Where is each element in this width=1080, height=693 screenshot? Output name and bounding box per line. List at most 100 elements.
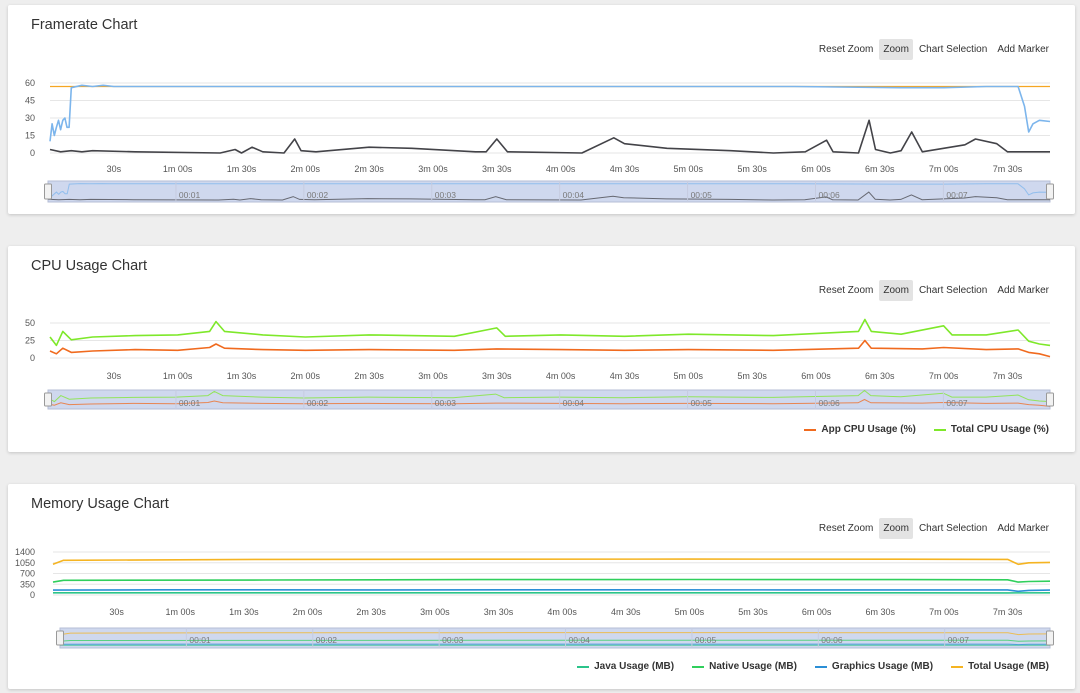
legend-item-3[interactable]: Total Usage (MB) [951,661,1049,672]
x-tick-label: 1m 30s [227,164,257,174]
navigator-handle-left[interactable] [56,630,64,646]
chart-toolbar: Reset Zoom Zoom Chart Selection Add Mark… [815,280,1053,301]
chart-title: Memory Usage Chart [31,496,169,512]
zoom-button[interactable]: Zoom [879,518,913,539]
x-tick-label: 5m 00s [675,607,705,617]
x-tick-label: 30s [109,607,124,617]
reset-zoom-button[interactable]: Reset Zoom [818,44,874,55]
navigator-tick-label: 00:01 [189,635,211,645]
navigator-series-0 [47,183,1051,198]
navigator-tick-label: 00:02 [307,398,329,408]
series-line-0 [49,84,1051,142]
navigator-tick-label: 00:06 [821,635,843,645]
navigator-series-0 [47,398,1051,407]
legend-label: Total CPU Usage (%) [950,424,1049,435]
reset-zoom-button[interactable]: Reset Zoom [818,285,874,296]
chart-legend: Java Usage (MB) Native Usage (MB) Graphics… [577,661,1049,672]
series-line-2 [52,589,1051,593]
y-tick-label: 50 [25,318,35,328]
navigator[interactable]: 00:01 00:02 00:03 00:04 00:05 00:06 00:07 [56,627,1054,649]
navigator-tick-label: 00:05 [695,635,717,645]
legend-label: Java Usage (MB) [594,661,675,672]
framerate-card: Framerate Chart Reset Zoom Zoom Chart Se… [8,5,1075,214]
x-tick-label: 1m 00s [163,371,193,381]
legend-swatch [814,665,827,668]
x-tick-label: 5m 00s [674,371,704,381]
navigator-tick-label: 00:06 [818,398,840,408]
zoom-button[interactable]: Zoom [879,280,913,301]
legend-item-2[interactable]: Graphics Usage (MB) [814,661,934,672]
chart-legend: App CPU Usage (%) Total CPU Usage (%) [804,424,1049,435]
x-tick-label: 1m 30s [229,607,259,617]
x-tick-label: 5m 30s [737,164,767,174]
series-line-3 [52,558,1051,566]
y-tick-label: 1050 [15,558,35,568]
x-tick-label: 6m 30s [865,371,895,381]
x-tick-label: 7m 30s [993,371,1023,381]
navigator-tick-label: 00:06 [818,190,840,200]
add-marker-button[interactable]: Add Marker [997,523,1049,534]
x-tick-label: 6m 00s [802,607,832,617]
x-tick-label: 6m 30s [865,164,895,174]
navigator[interactable]: 00:01 00:02 00:03 00:04 00:05 00:06 00:07 [44,389,1054,410]
navigator-handle-right[interactable] [1046,183,1054,200]
navigator-tick-label: 00:05 [691,190,713,200]
x-tick-label: 4m 00s [546,164,576,174]
x-tick-label: 4m 30s [610,164,640,174]
legend-label: Native Usage (MB) [709,661,797,672]
add-marker-button[interactable]: Add Marker [997,285,1049,296]
legend-item-0[interactable]: App CPU Usage (%) [804,424,916,435]
x-tick-label: 4m 00s [547,607,577,617]
legend-swatch [804,428,817,431]
navigator-series-3 [59,632,1051,636]
x-tick-label: 6m 00s [801,164,831,174]
legend-label: Total Usage (MB) [968,661,1049,672]
legend-item-0[interactable]: Java Usage (MB) [577,661,674,672]
x-tick-label: 3m 00s [418,164,448,174]
x-tick-label: 5m 30s [737,371,767,381]
legend-item-1[interactable]: Total CPU Usage (%) [933,424,1049,435]
chart-selection-button[interactable]: Chart Selection [918,523,988,534]
navigator-series-1 [47,389,1051,403]
cpu-chart-svg[interactable]: 0 25 50 30s 1m 00s 1m 30s 2m 00s 2m 30s 3m 00s 3m… [8,246,1075,452]
navigator-tick-label: 00:04 [569,635,591,645]
navigator-tick-label: 00:03 [435,190,457,200]
reset-zoom-button[interactable]: Reset Zoom [818,523,874,534]
x-tick-label: 30s [107,164,122,174]
chart-selection-button[interactable]: Chart Selection [918,285,988,296]
x-tick-label: 7m 30s [993,607,1023,617]
cpu-card: CPU Usage Chart Reset Zoom Zoom Chart Se… [8,246,1075,452]
navigator-handle-left[interactable] [44,392,52,407]
navigator-tick-label: 00:02 [307,190,329,200]
x-tick-label: 1m 30s [227,371,257,381]
x-tick-label: 2m 30s [356,607,386,617]
legend-swatch [577,665,590,668]
x-tick-label: 6m 00s [801,371,831,381]
legend-swatch [951,665,964,668]
y-tick-label: 1400 [15,547,35,557]
navigator-tick-label: 00:03 [442,635,464,645]
navigator-handle-right[interactable] [1046,392,1054,407]
legend-swatch [692,665,705,668]
zoom-button[interactable]: Zoom [879,39,913,60]
navigator-tick-label: 00:07 [946,190,968,200]
x-tick-label: 3m 00s [418,371,448,381]
framerate-chart-svg[interactable]: 0 15 30 45 60 30s 1m 00s 1m 30s 2m 00s 2m 30s 3m 0… [8,5,1075,214]
navigator-handle-right[interactable] [1046,630,1054,646]
x-tick-label: 30s [107,371,122,381]
navigator-tick-label: 00:04 [563,398,585,408]
navigator-handle-left[interactable] [44,183,52,200]
navigator-tick-label: 00:01 [179,190,201,200]
chart-title: Framerate Chart [31,17,138,33]
legend-label: Graphics Usage (MB) [831,661,934,672]
legend-label: App CPU Usage (%) [821,424,916,435]
legend-swatch [933,428,946,431]
navigator[interactable]: 00:01 00:02 00:03 00:04 00:05 00:06 00:07 [44,180,1054,203]
x-tick-label: 3m 30s [484,607,514,617]
navigator-tick-label: 00:03 [435,398,457,408]
legend-item-1[interactable]: Native Usage (MB) [692,661,797,672]
chart-selection-button[interactable]: Chart Selection [918,44,988,55]
add-marker-button[interactable]: Add Marker [997,44,1049,55]
navigator-tick-label: 00:07 [946,398,968,408]
